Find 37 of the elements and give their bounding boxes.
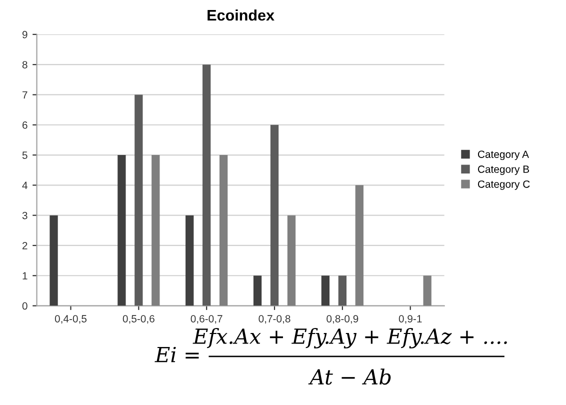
legend-label: Category B [478,166,530,175]
text: Ei = [154,346,199,362]
y-tick-label: 0 [22,302,28,310]
y-tick-label: 7 [22,91,28,98]
bar [186,215,194,306]
y-tick-label: 4 [22,182,28,189]
bar [118,155,126,306]
bar [321,276,330,306]
legend-label: Category C [478,180,530,190]
bar [355,185,364,306]
bar [338,276,347,306]
chart-title: Ecoindex [208,9,274,21]
y-tick-label: 3 [22,212,28,220]
y-tick-label: 2 [22,242,28,250]
bar [287,215,296,306]
bar [253,276,262,306]
text: Efx.Ax + Efy.Ay + Efy.Az + .... [192,328,507,348]
y-tick-label: 5 [22,152,28,159]
bar [134,94,143,306]
y-tick-label: 9 [22,30,28,38]
legend-label: Category A [478,150,529,160]
x-tick-label: 0,9-1 [398,315,422,324]
bar [152,155,160,306]
bar [423,276,432,306]
x-tick-label: 0,6-0,7 [190,315,222,324]
y-tick-label: 1 [22,272,28,280]
y-tick-label: 8 [22,61,28,68]
x-tick-label: 0,5-0,6 [122,315,154,324]
x-tick-label: 0,4-0,5 [54,315,87,324]
bar [202,64,211,306]
y-tick-label: 6 [22,121,28,129]
x-tick-label: 0,8-0,9 [326,315,358,324]
text: At − Ab [308,368,391,385]
bar [219,155,228,306]
bar [270,124,279,306]
bar [50,215,58,306]
x-tick-label: 0,7-0,8 [258,315,290,324]
